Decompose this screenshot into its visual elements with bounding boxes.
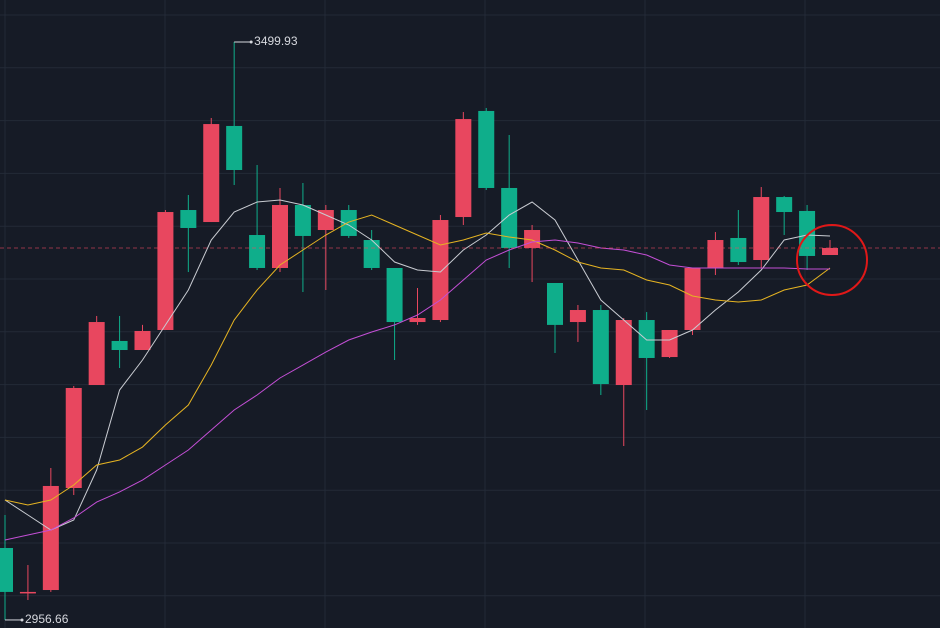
candle-body [455,119,472,218]
candle-body [88,322,105,386]
candle-body [799,210,816,256]
candle-body [294,205,311,236]
candle-body [822,247,838,256]
candle-body [661,330,678,358]
candle-body [157,212,174,331]
candle-body [432,220,449,321]
candle-body [409,317,426,323]
candle-body [707,240,724,268]
candle-body [180,210,197,228]
candle-body [638,320,655,358]
candle-body [615,320,632,386]
candle-body [730,237,747,263]
candle-body [478,110,495,188]
candle-body [226,125,243,171]
candle-body [569,310,586,323]
candle-body [272,205,288,268]
candle-body [0,547,13,592]
highlight-circle [796,223,868,296]
candle-body [65,387,82,488]
candle-body [776,197,793,213]
candle-body [753,197,770,261]
max-annotation-dot [249,40,253,44]
moving-average-line [4,199,831,531]
min-annotation: 2956.66 [25,612,69,626]
max-annotation: 3499.93 [254,34,298,48]
candle-body [684,267,701,331]
candle-body [203,124,220,223]
candle-body [42,485,59,591]
candle-body [386,267,403,323]
candle-body [547,282,563,325]
candle-body [592,310,609,385]
moving-average-line [4,214,831,506]
candle-body [501,187,518,248]
candle-body [317,210,334,231]
candle-body [111,340,128,351]
candle-body [19,591,36,594]
min-annotation-dot [20,618,24,622]
candle-body [134,330,151,351]
candle-body [249,235,266,268]
moving-average-line [4,239,830,541]
candle-body [340,210,357,236]
candle-body [363,240,380,268]
